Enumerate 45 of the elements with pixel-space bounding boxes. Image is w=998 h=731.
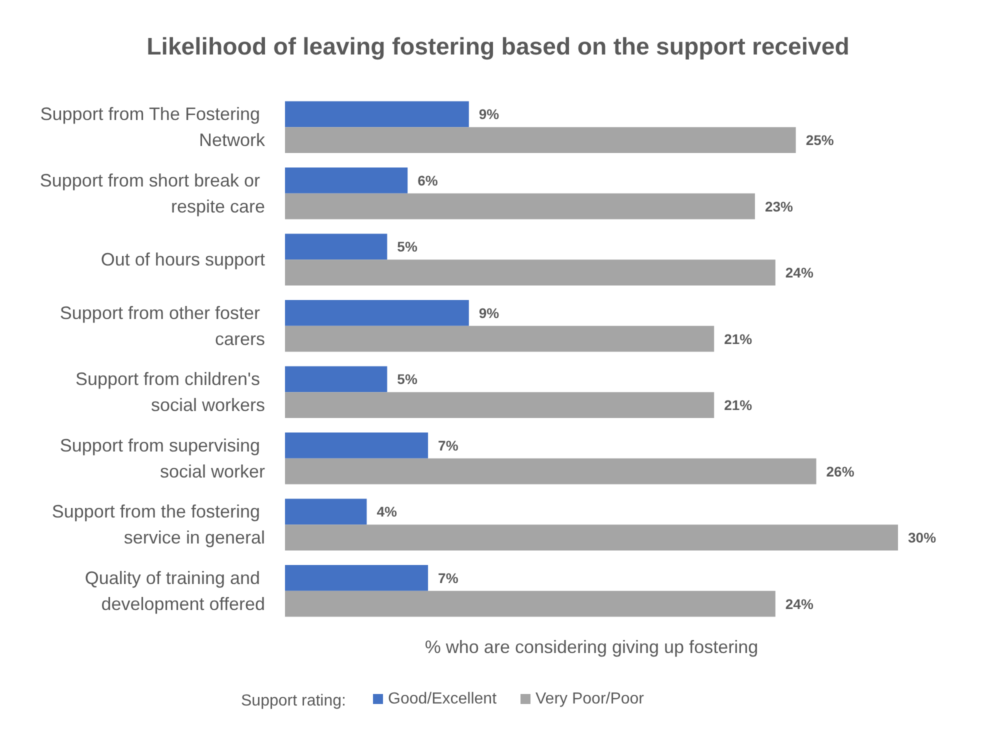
legend-label: Very Poor/Poor — [536, 690, 645, 708]
bar — [285, 168, 408, 194]
bar — [285, 590, 776, 617]
data-label: 9% — [478, 304, 500, 321]
data-label: 9% — [478, 106, 500, 122]
data-label: 5% — [397, 238, 418, 255]
y-tick-label: Support from children's social workers — [75, 369, 265, 416]
x-axis-title: % who are considering giving up fostering — [424, 637, 758, 657]
bar — [285, 234, 388, 260]
data-label: 25% — [806, 132, 834, 148]
data-label: 30% — [908, 530, 937, 546]
y-tick-label: Support from short break or respite care — [40, 170, 265, 216]
data-label: 24% — [785, 264, 814, 281]
bar — [285, 300, 469, 326]
bar — [285, 392, 714, 418]
y-tick-label: Support from other foster carers — [60, 302, 265, 349]
bar — [285, 524, 898, 550]
data-label: 6% — [418, 172, 438, 188]
y-tick-label: Support from The Fostering Network — [40, 104, 266, 150]
data-label: 24% — [785, 596, 814, 612]
chart-title: Likelihood of leaving fostering based on the support received — [146, 34, 850, 60]
bar — [285, 458, 816, 484]
legend-title: Support rating: — [241, 692, 346, 710]
data-label: 7% — [438, 570, 459, 586]
legend-label: Good/Excellent — [388, 690, 498, 708]
data-label: 5% — [397, 371, 418, 388]
y-tick-label: Quality of training and development offered — [84, 568, 265, 614]
bar — [285, 498, 367, 525]
bar — [285, 432, 428, 458]
bar — [285, 193, 755, 220]
data-label: 21% — [724, 330, 753, 347]
data-label: 7% — [438, 437, 459, 454]
data-label: 21% — [724, 397, 753, 414]
bar — [285, 101, 469, 128]
y-tick-label: Support from the fostering service in general — [52, 502, 265, 548]
y-tick-label: Support from supervising social worker — [60, 435, 266, 482]
bar — [285, 565, 428, 591]
data-label: 4% — [376, 504, 398, 520]
data-label: 23% — [764, 198, 794, 214]
bar — [285, 127, 796, 153]
bar — [285, 366, 388, 392]
y-tick-label: Out of hours support — [100, 250, 265, 270]
bar — [285, 326, 714, 352]
bar — [285, 260, 776, 286]
data-label: 26% — [826, 463, 855, 480]
